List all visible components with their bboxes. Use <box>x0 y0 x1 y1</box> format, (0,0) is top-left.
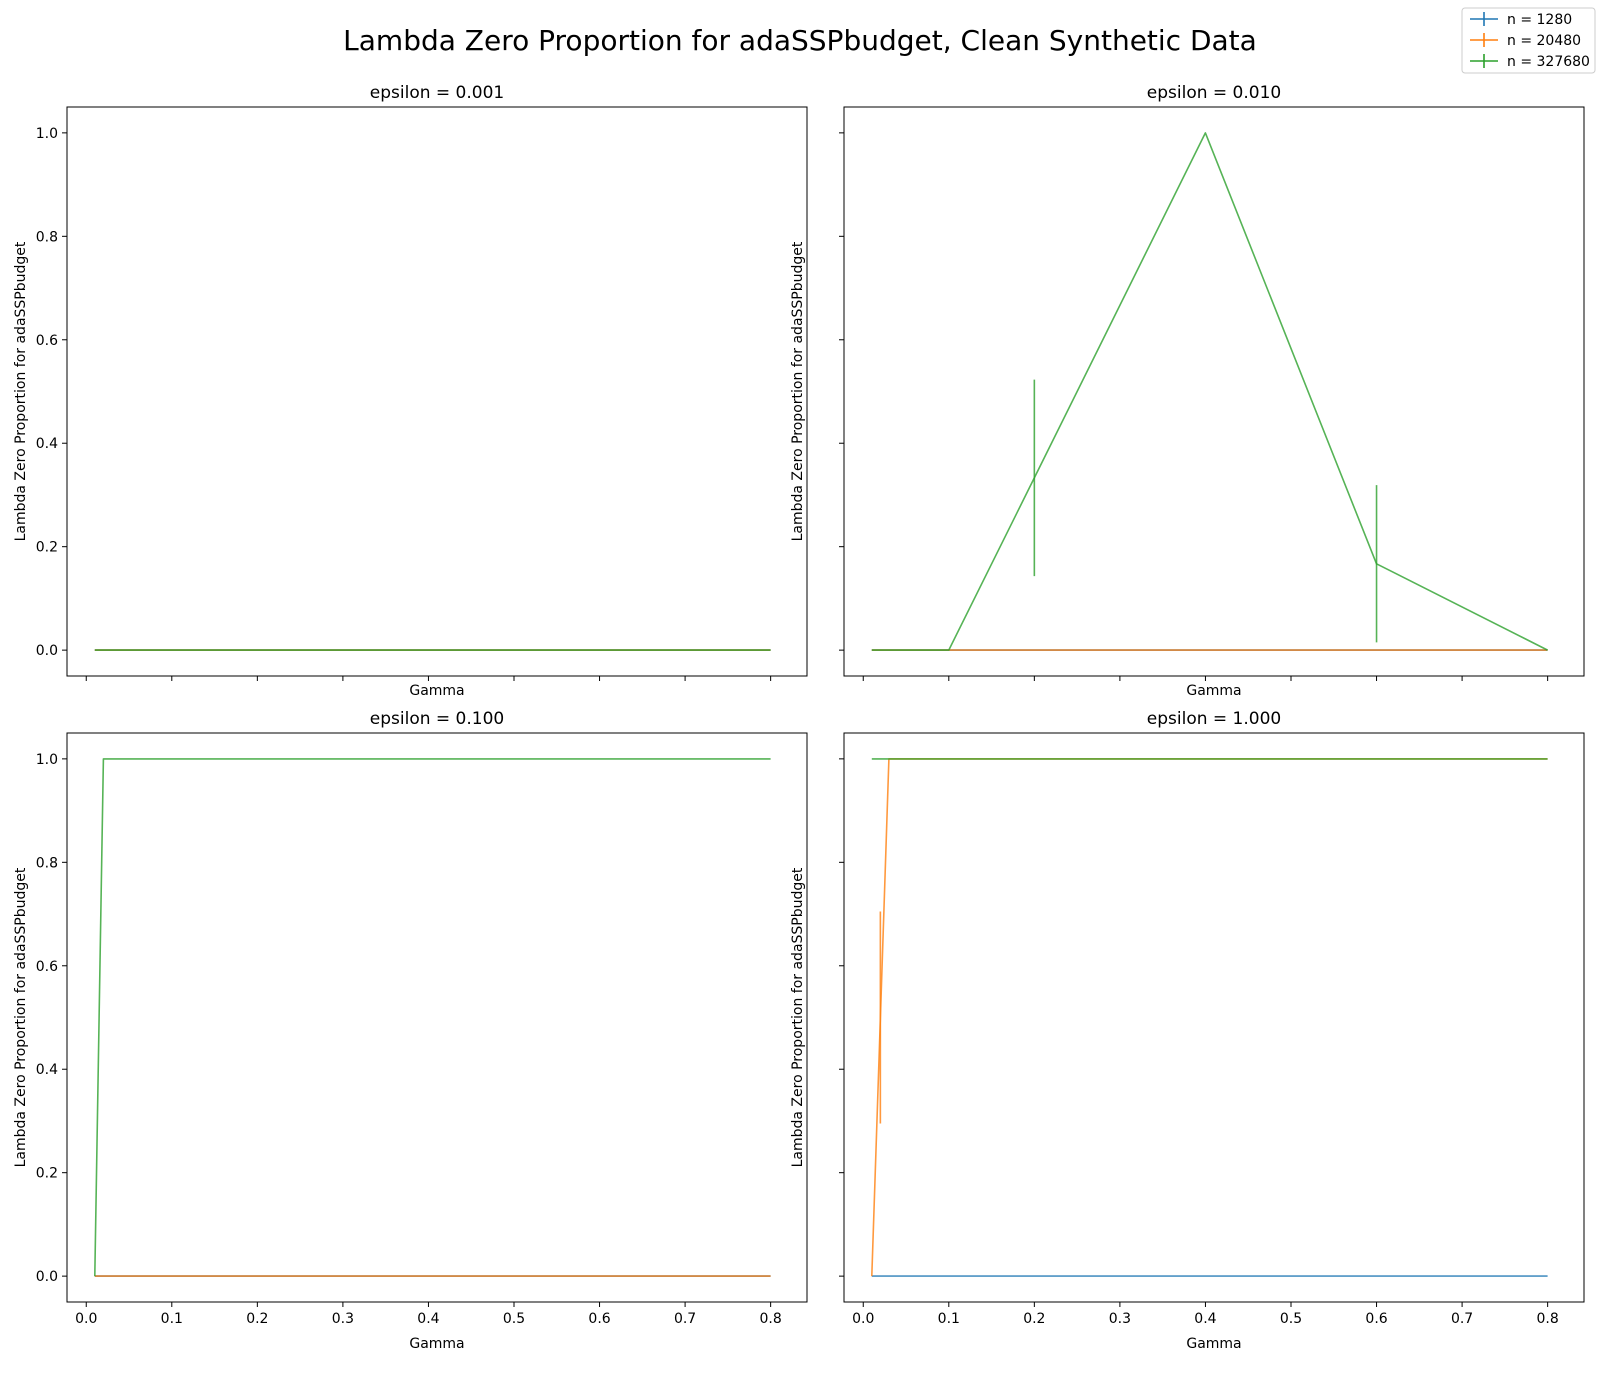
panel-4: epsilon = 1.000 0.0 0.1 0.2 0.3 0.4 0.5 0.6 0.7 0… <box>790 709 1585 1352</box>
panel-2: epsilon = 0.010 Gamma Lambda Zero Proporti… <box>790 83 1585 699</box>
x-tick-label: 0.6 <box>588 1311 610 1327</box>
x-tick-label: 0.5 <box>1280 1311 1302 1327</box>
y-tick-label: 0.6 <box>36 959 58 975</box>
plot-area <box>66 732 808 1303</box>
y-tick-label: 0.8 <box>36 855 58 871</box>
y-axis-label: Lambda Zero Proportion for adaSSPbudget <box>13 241 29 541</box>
y-tick-label: 1.0 <box>36 126 58 142</box>
y-axis-label: Lambda Zero Proportion for adaSSPbudget <box>790 867 806 1167</box>
legend: n = 1280 n = 20480 n = 327680 <box>1461 7 1596 74</box>
y-tick-label: 0.0 <box>36 1269 58 1285</box>
panels: epsilon = 0.001 0.0 0.2 0.4 0.6 0.8 1.0 Gamma La… <box>13 83 1585 1352</box>
series-line-3 <box>871 132 1548 651</box>
plot-area <box>843 106 1585 677</box>
x-axis-label: Gamma <box>1186 1336 1241 1352</box>
y-tick-label: 0.4 <box>36 1062 58 1078</box>
plot-area <box>843 732 1585 1303</box>
x-axis-label: Gamma <box>409 683 464 699</box>
x-tick-label: 0.1 <box>938 1311 960 1327</box>
panel-title: epsilon = 0.100 <box>370 709 504 729</box>
x-axis-label: Gamma <box>1186 683 1241 699</box>
x-tick-label: 0.3 <box>332 1311 354 1327</box>
y-tick-label: 0.4 <box>36 436 58 452</box>
legend-frame <box>1461 7 1596 74</box>
x-tick-label: 0.7 <box>674 1311 696 1327</box>
legend-label: n = 20480 <box>1507 33 1581 49</box>
x-tick-label: 0.8 <box>1537 1311 1559 1327</box>
panel-1: epsilon = 0.001 0.0 0.2 0.4 0.6 0.8 1.0 Gamma La… <box>13 83 808 699</box>
x-tick-label: 0.2 <box>1023 1311 1045 1327</box>
x-tick-label: 0.4 <box>417 1311 439 1327</box>
series-line-3 <box>94 758 771 1277</box>
panel-title: epsilon = 1.000 <box>1147 709 1281 729</box>
y-tick-label: 1.0 <box>36 752 58 768</box>
x-tick-label: 0.6 <box>1365 1311 1387 1327</box>
x-tick-label: 0.7 <box>1451 1311 1473 1327</box>
y-axis-label: Lambda Zero Proportion for adaSSPbudget <box>13 867 29 1167</box>
y-tick-label: 0.2 <box>36 540 58 556</box>
y-tick-label: 0.6 <box>36 333 58 349</box>
x-tick-label: 0.0 <box>852 1311 874 1327</box>
legend-label: n = 1280 <box>1507 12 1572 28</box>
x-tick-label: 0.0 <box>75 1311 97 1327</box>
legend-label: n = 327680 <box>1507 54 1590 70</box>
x-tick-label: 0.5 <box>503 1311 525 1327</box>
figure-title: Lambda Zero Proportion for adaSSPbudget,… <box>343 24 1257 57</box>
panel-title: epsilon = 0.001 <box>370 83 504 103</box>
x-tick-label: 0.2 <box>246 1311 268 1327</box>
x-tick-label: 0.3 <box>1109 1311 1131 1327</box>
panel-3: epsilon = 0.100 0.0 0.1 0.2 0.3 0.4 0.5 0.6 0.7 0… <box>13 709 808 1352</box>
x-tick-label: 0.1 <box>161 1311 183 1327</box>
panel-title: epsilon = 0.010 <box>1147 83 1281 103</box>
plot-area <box>66 106 808 677</box>
x-axis-label: Gamma <box>409 1336 464 1352</box>
x-tick-label: 0.4 <box>1194 1311 1216 1327</box>
y-tick-label: 0.2 <box>36 1166 58 1182</box>
y-tick-label: 0.0 <box>36 643 58 659</box>
y-axis-label: Lambda Zero Proportion for adaSSPbudget <box>790 241 806 541</box>
y-tick-label: 0.8 <box>36 229 58 245</box>
x-tick-label: 0.8 <box>760 1311 782 1327</box>
